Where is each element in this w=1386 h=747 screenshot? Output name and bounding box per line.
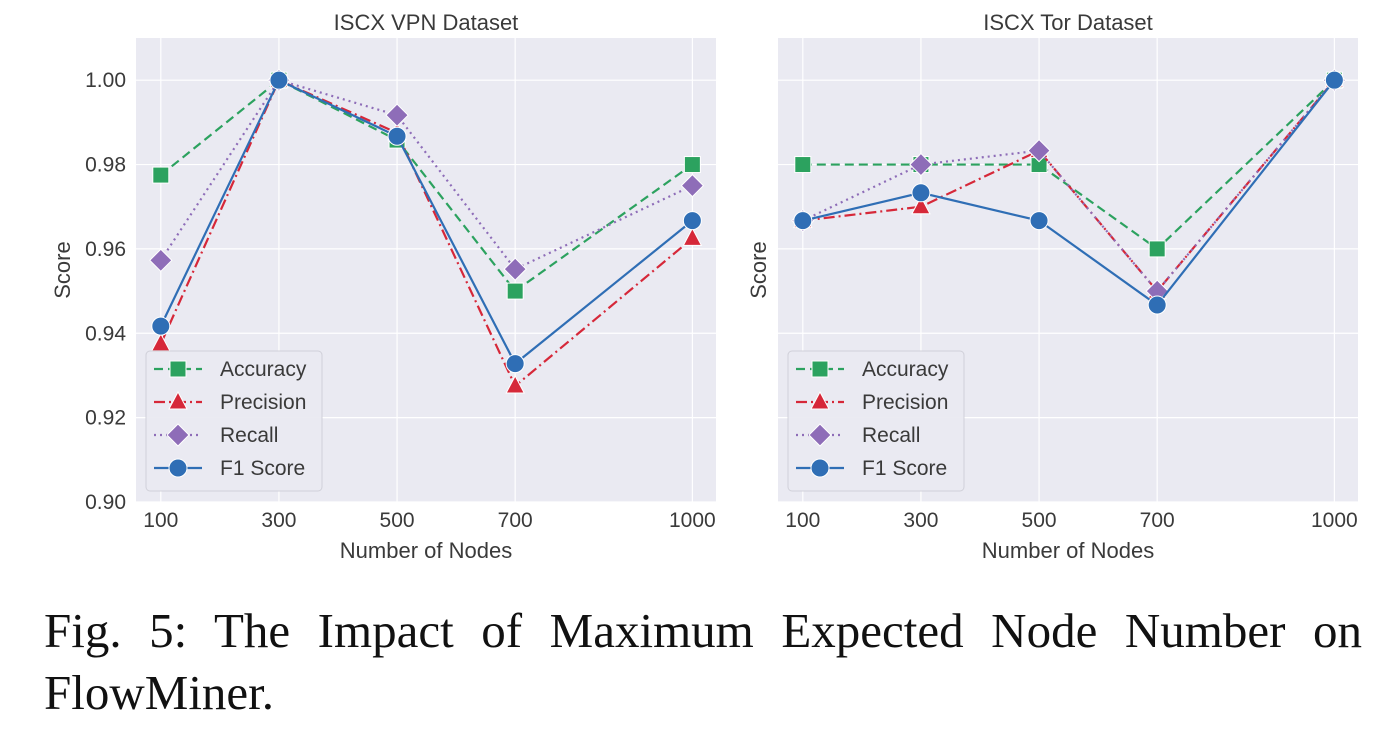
data-point-f1 xyxy=(793,211,813,231)
y-tick-label: 0.90 xyxy=(85,491,126,514)
x-axis-label: Number of Nodes xyxy=(340,538,512,563)
data-point-f1 xyxy=(269,70,289,90)
legend-marker-precision xyxy=(168,390,188,410)
x-tick-label: 1000 xyxy=(669,509,716,532)
legend-marker-f1 xyxy=(168,458,188,478)
legend-box xyxy=(787,350,965,492)
legend-label-accuracy: Accuracy xyxy=(862,358,949,381)
data-point-recall xyxy=(909,152,933,177)
data-point-recall xyxy=(385,103,409,127)
x-tick-label: 500 xyxy=(1022,509,1057,532)
legend-marker-recall xyxy=(808,423,832,447)
y-axis-label: Score xyxy=(50,241,75,298)
series-f1 xyxy=(151,70,702,374)
x-tick-label: 700 xyxy=(498,509,533,532)
legend-label-f1: F1 Score xyxy=(220,457,305,480)
legend-marker-precision xyxy=(810,390,830,410)
data-point-accuracy xyxy=(683,156,701,174)
data-point-f1 xyxy=(1029,211,1049,231)
data-point-accuracy xyxy=(1148,240,1166,258)
chart-panel-1: ISCX VPN Dataset 100 300 500 700 1000 Number o… xyxy=(50,10,716,563)
data-point-recall xyxy=(1027,138,1051,163)
data-point-f1 xyxy=(1147,295,1167,315)
data-point-precision xyxy=(682,227,703,246)
data-point-f1 xyxy=(911,183,931,203)
data-point-accuracy xyxy=(152,166,170,184)
chart-title: ISCX Tor Dataset xyxy=(983,10,1153,35)
data-point-f1 xyxy=(1324,70,1344,90)
x-tick-label: 700 xyxy=(1140,509,1175,532)
x-tick-label: 300 xyxy=(261,509,296,532)
data-point-f1 xyxy=(505,354,525,374)
x-tick-label: 100 xyxy=(785,509,820,532)
legend-label-precision: Precision xyxy=(862,391,948,414)
legend-label-recall: Recall xyxy=(862,424,920,447)
series-f1 xyxy=(793,70,1344,315)
y-tick-label: 1.00 xyxy=(85,69,126,92)
legend-marker-accuracy xyxy=(169,360,187,378)
x-tick-label: 300 xyxy=(903,509,938,532)
series-line-precision xyxy=(159,78,694,388)
data-point-recall xyxy=(680,173,705,198)
y-axis-label: Score xyxy=(746,241,771,298)
data-point-accuracy xyxy=(794,156,812,174)
data-point-f1 xyxy=(682,211,702,231)
chart-panel-2: ISCX Tor Dataset 100 300 500 700 1000 Number o… xyxy=(746,10,1358,563)
data-point-accuracy xyxy=(506,282,524,300)
data-point-precision xyxy=(911,195,931,215)
x-tick-label: 1000 xyxy=(1311,509,1358,532)
chart-title: ISCX VPN Dataset xyxy=(334,10,519,35)
legend-marker-accuracy xyxy=(811,360,829,378)
x-tick-label: 500 xyxy=(380,509,415,532)
series-line-accuracy xyxy=(802,79,1336,251)
x-tick-label: 100 xyxy=(143,509,178,532)
data-point-f1 xyxy=(151,316,171,336)
data-point-recall xyxy=(503,257,527,281)
legend-label-precision: Precision xyxy=(220,391,306,414)
legend: Accuracy Precision Recall F1 Score xyxy=(145,350,323,492)
y-tick-label: 0.94 xyxy=(85,322,126,345)
data-point-precision xyxy=(505,374,526,394)
series-line-precision xyxy=(802,79,1336,293)
y-tick-label: 0.98 xyxy=(85,154,126,177)
y-tick-label: 0.92 xyxy=(85,407,126,430)
legend: Accuracy Precision Recall F1 Score xyxy=(787,350,965,492)
figure: ISCX VPN Dataset 100 300 500 700 1000 Number o… xyxy=(50,10,1358,563)
y-tick-label: 0.96 xyxy=(85,238,126,261)
legend-marker-recall xyxy=(166,423,190,447)
legend-box xyxy=(145,350,323,492)
data-point-recall xyxy=(149,248,173,273)
data-point-f1 xyxy=(387,126,407,146)
x-axis-label: Number of Nodes xyxy=(982,538,1154,563)
legend-label-f1: F1 Score xyxy=(862,457,947,480)
figure-caption: Fig. 5: The Impact of Maximum Expected N… xyxy=(44,603,1362,720)
legend-label-recall: Recall xyxy=(220,424,278,447)
legend-marker-f1 xyxy=(810,458,830,478)
legend-label-accuracy: Accuracy xyxy=(220,358,307,381)
